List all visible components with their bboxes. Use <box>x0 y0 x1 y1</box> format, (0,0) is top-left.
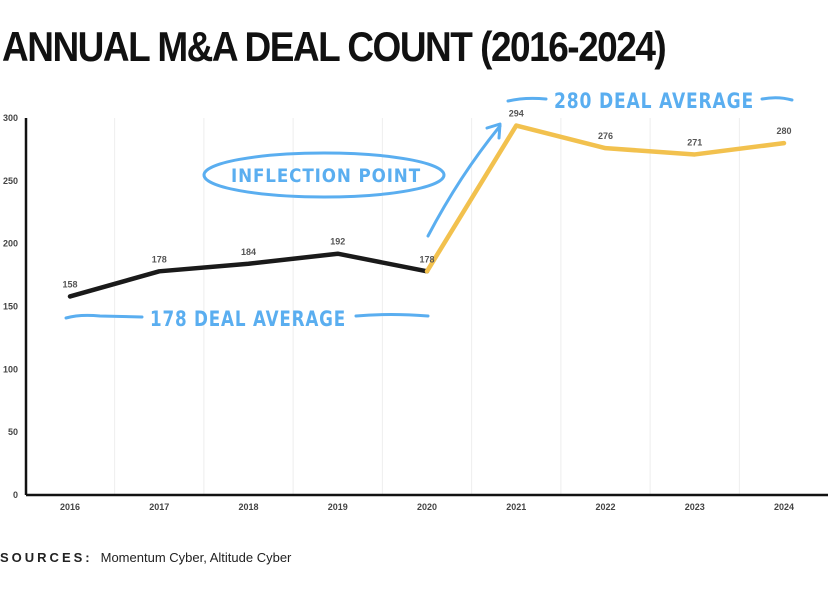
data-label: 271 <box>687 137 702 147</box>
x-tick-label: 2016 <box>60 502 80 512</box>
avg-late-swoosh-left <box>506 96 548 103</box>
series-lines <box>67 123 787 299</box>
inflection-arrowhead-icon <box>485 122 502 140</box>
data-label: 184 <box>241 247 256 257</box>
inflection-ellipse <box>202 151 446 199</box>
avg-late-label: 280 DEAL AVERAGE <box>554 89 754 113</box>
x-tick-label: 2022 <box>595 502 615 512</box>
sources-text: Momentum Cyber, Altitude Cyber <box>100 550 292 565</box>
inflection-annotation: INFLECTION POINT <box>202 122 502 238</box>
sources-line: SOURCES: Momentum Cyber, Altitude Cyber <box>0 550 291 565</box>
x-tick-label: 2017 <box>149 502 169 512</box>
data-label: 280 <box>776 126 791 136</box>
x-tick-label: 2023 <box>685 502 705 512</box>
data-label: 178 <box>419 254 434 264</box>
data-labels: 158 178 184 192 178 294 276 271 280 <box>62 109 791 290</box>
y-tick-label: 250 <box>3 176 18 186</box>
x-axis-ticks: 2016 2017 2018 2019 2020 2021 2022 2023 2024 <box>60 502 794 512</box>
avg-early-swoosh-right <box>354 313 430 318</box>
inflection-arrow-icon <box>426 124 502 238</box>
inflection-label: INFLECTION POINT <box>231 165 421 187</box>
series-line <box>424 123 787 274</box>
data-label: 276 <box>598 131 613 141</box>
x-tick-label: 2019 <box>328 502 348 512</box>
data-label: 294 <box>509 109 524 119</box>
avg-late-annotation: 280 DEAL AVERAGE <box>506 89 794 113</box>
avg-late-swoosh-right <box>760 96 794 102</box>
series-line <box>67 251 430 299</box>
avg-early-annotation: 178 DEAL AVERAGE <box>64 307 430 331</box>
x-tick-label: 2020 <box>417 502 437 512</box>
sources-label: SOURCES: <box>0 550 93 565</box>
y-axis-ticks: 0 50 100 150 200 250 300 <box>3 113 18 500</box>
data-label: 192 <box>330 237 345 247</box>
y-tick-label: 100 <box>3 364 18 374</box>
x-tick-label: 2024 <box>774 502 794 512</box>
x-tick-label: 2018 <box>238 502 258 512</box>
y-tick-label: 50 <box>8 427 18 437</box>
avg-early-swoosh-left <box>64 313 144 320</box>
data-label: 178 <box>152 254 167 264</box>
avg-early-label: 178 DEAL AVERAGE <box>150 307 346 331</box>
grid-lines <box>114 118 740 495</box>
y-tick-label: 200 <box>3 239 18 249</box>
chart-title: ANNUAL M&A DEAL COUNT (2016-2024) <box>2 24 667 70</box>
x-tick-label: 2021 <box>506 502 526 512</box>
y-tick-label: 0 <box>13 490 18 500</box>
data-label: 158 <box>62 279 77 289</box>
y-tick-label: 300 <box>3 113 18 123</box>
y-tick-label: 150 <box>3 302 18 312</box>
